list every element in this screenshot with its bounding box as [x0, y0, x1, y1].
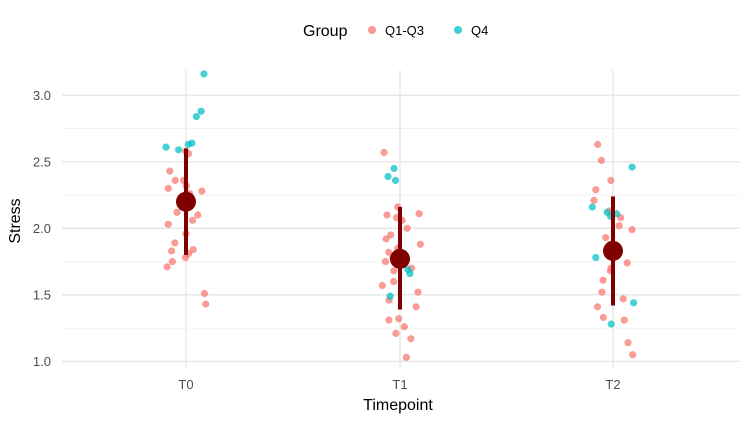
- point-q1-q3: [189, 245, 197, 254]
- point-q4: [390, 164, 398, 173]
- point-q4: [174, 146, 183, 154]
- point-q4: [184, 140, 192, 149]
- point-q4: [592, 253, 600, 262]
- point-q1-q3: [403, 224, 411, 232]
- legend-swatch-q4: [454, 26, 462, 34]
- point-q1-q3: [407, 335, 415, 343]
- point-q1-q3: [628, 226, 636, 234]
- point-q1-q3: [385, 248, 393, 256]
- legend-swatch-q1-q3: [368, 26, 376, 34]
- point-q1-q3: [607, 176, 615, 185]
- legend-title: Group: [303, 23, 348, 40]
- mean-point: [603, 240, 623, 261]
- point-q4: [406, 269, 414, 278]
- point-q1-q3: [599, 276, 607, 284]
- point-q1-q3: [164, 184, 172, 192]
- point-q4: [588, 203, 596, 211]
- point-q1-q3: [171, 176, 179, 185]
- point-q1-q3: [615, 222, 623, 230]
- point-q1-q3: [166, 167, 174, 175]
- point-q1-q3: [171, 239, 179, 247]
- point-q1-q3: [168, 257, 177, 266]
- point-q1-q3: [168, 247, 176, 255]
- point-q4: [162, 143, 170, 151]
- legend-label-q4: Q4: [471, 23, 488, 38]
- point-q1-q3: [598, 288, 606, 296]
- point-q1-q3: [402, 353, 411, 361]
- point-q1-q3: [590, 196, 598, 204]
- point-q1-q3: [390, 277, 398, 286]
- point-q1-q3: [164, 220, 172, 228]
- y-tick-label: 2.0: [33, 221, 51, 236]
- point-q1-q3: [200, 289, 209, 298]
- point-q1-q3: [594, 140, 602, 149]
- y-tick-label: 1.0: [33, 354, 51, 369]
- mean-point: [390, 248, 410, 269]
- point-q1-q3: [412, 303, 420, 311]
- point-q1-q3: [380, 148, 388, 157]
- x-tick-label: T1: [392, 377, 407, 392]
- point-q1-q3: [602, 234, 610, 242]
- point-q1-q3: [378, 281, 386, 290]
- point-q1-q3: [189, 216, 197, 224]
- point-q1-q3: [400, 323, 408, 331]
- point-q1-q3: [624, 339, 632, 347]
- y-tick-label: 1.5: [33, 287, 51, 302]
- point-q1-q3: [629, 351, 637, 359]
- point-q1-q3: [593, 303, 602, 311]
- mean-and-range: [176, 148, 623, 310]
- y-axis-title: Stress: [7, 198, 24, 243]
- y-axis-ticks: 1.0 1.5 2.0 2.5 3.0: [33, 88, 51, 369]
- point-q4: [200, 70, 208, 78]
- point-q1-q3: [390, 267, 398, 275]
- point-q4: [386, 292, 394, 300]
- point-q1-q3: [414, 288, 422, 296]
- point-q4: [391, 176, 400, 185]
- point-q1-q3: [383, 211, 391, 219]
- point-q1-q3: [395, 315, 403, 323]
- point-q1-q3: [599, 313, 607, 322]
- x-axis-ticks: T0 T1 T2: [178, 377, 620, 392]
- point-q1-q3: [381, 257, 390, 266]
- point-q4: [192, 112, 200, 121]
- mean-point: [176, 191, 196, 212]
- y-tick-label: 2.5: [33, 154, 51, 169]
- point-q1-q3: [623, 259, 631, 267]
- point-q4: [384, 172, 392, 181]
- point-q1-q3: [385, 316, 393, 324]
- point-q1-q3: [392, 329, 400, 338]
- point-q4: [197, 107, 205, 115]
- point-q1-q3: [619, 295, 627, 303]
- x-tick-label: T2: [605, 377, 620, 392]
- point-q1-q3: [194, 211, 202, 219]
- point-q1-q3: [202, 300, 210, 308]
- point-q1-q3: [416, 240, 424, 248]
- point-q1-q3: [597, 156, 606, 165]
- x-axis-title: Timepoint: [363, 397, 433, 414]
- point-q4: [630, 299, 638, 307]
- point-q4: [607, 320, 615, 328]
- point-q1-q3: [198, 187, 206, 195]
- x-tick-label: T0: [178, 377, 193, 392]
- point-q1-q3: [382, 235, 390, 243]
- point-q4: [628, 163, 636, 171]
- legend: Group Q1-Q3 Q4: [303, 23, 488, 40]
- point-q1-q3: [592, 186, 600, 194]
- point-q1-q3: [163, 263, 171, 271]
- point-q1-q3: [620, 316, 628, 324]
- point-q1-q3: [173, 208, 181, 216]
- y-tick-label: 3.0: [33, 88, 51, 103]
- point-q1-q3: [181, 253, 190, 262]
- legend-label-q1-q3: Q1-Q3: [385, 23, 424, 38]
- point-q1-q3: [415, 210, 423, 218]
